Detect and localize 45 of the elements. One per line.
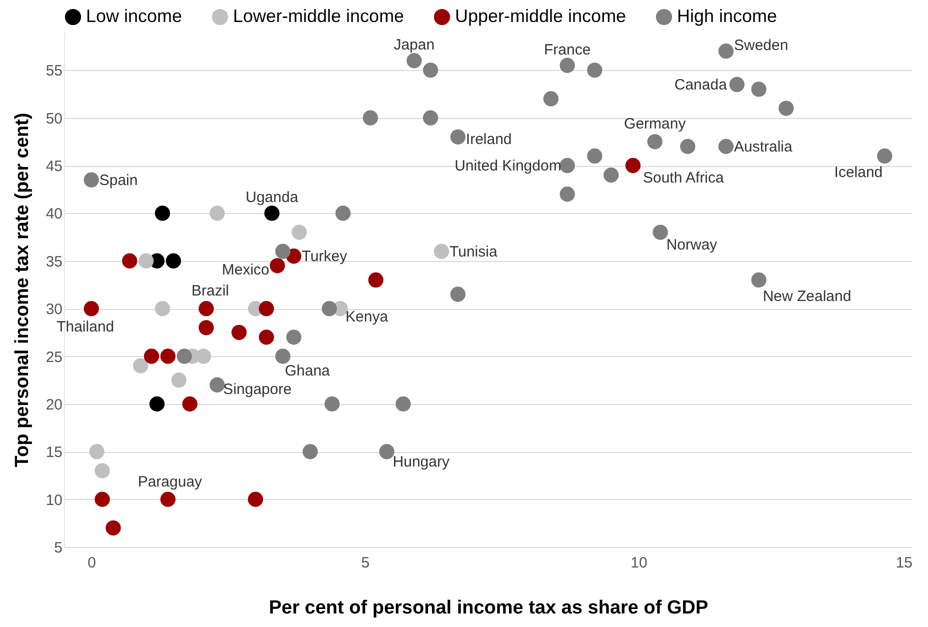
y-tick-label: 15 <box>46 444 62 462</box>
annotation: Tunisia <box>449 243 498 260</box>
annotation: South Africa <box>642 170 725 187</box>
x-tick-label: 5 <box>361 554 370 572</box>
annotation: United Kingdom <box>454 158 562 175</box>
annotation: Japan <box>394 36 435 54</box>
y-tick-label: 40 <box>46 206 62 223</box>
annotation: Ghana <box>284 362 331 380</box>
annotation: Turkey <box>302 248 348 266</box>
annotation: Australia <box>734 138 794 156</box>
annotation: Canada <box>674 76 728 94</box>
y-tick-label: 20 <box>46 396 62 414</box>
annotation: Paraguay <box>138 473 203 490</box>
y-tick-label: 45 <box>46 158 62 176</box>
annotation: France <box>544 41 591 58</box>
y-axis-title: Top personal income tax rate (per cent) <box>12 112 33 468</box>
annotation: New Zealand <box>762 288 852 305</box>
y-tick-label: 50 <box>46 110 62 128</box>
y-tick-label: 25 <box>46 348 62 366</box>
y-tick-label: 5 <box>54 540 62 556</box>
y-tick-label: 30 <box>46 301 62 318</box>
annotation: Brazil <box>191 282 230 300</box>
annotation: Ireland <box>466 130 512 148</box>
annotation: Sweden <box>734 37 788 54</box>
legend-label: Lower-middle income <box>233 6 404 26</box>
legend-label: High income <box>677 6 778 26</box>
legend-label: Low income <box>86 6 182 26</box>
x-axis-title: Per cent of personal income tax as share of GDP <box>268 598 708 618</box>
annotation: Germany <box>624 116 686 133</box>
annotation: Norway <box>666 236 718 254</box>
legend-label: Upper-middle income <box>455 6 626 26</box>
annotation: Hungary <box>392 454 450 471</box>
annotation: Mexico <box>222 262 270 279</box>
annotation: Thailand <box>56 318 114 336</box>
y-tick-label: 55 <box>46 62 62 80</box>
x-tick-label: 0 <box>88 554 96 572</box>
y-tick-label: 35 <box>46 253 62 270</box>
x-tick-label: 15 <box>896 554 912 572</box>
annotation: Spain <box>99 172 138 189</box>
annotation: Uganda <box>246 189 299 206</box>
y-tick-label: 10 <box>46 492 62 509</box>
annotation: Kenya <box>346 308 389 326</box>
annotation: Iceland <box>834 164 883 181</box>
x-tick-label: 10 <box>630 554 648 572</box>
annotation: Singapore <box>223 380 292 398</box>
